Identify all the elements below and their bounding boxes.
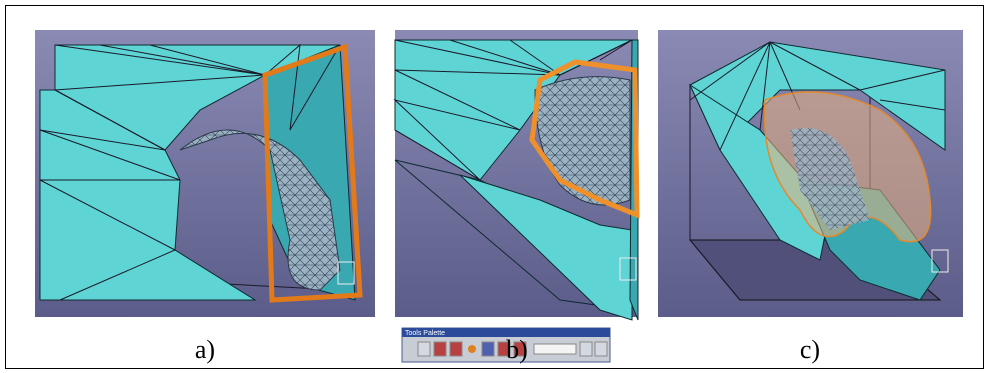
tool-button[interactable] (450, 342, 462, 356)
caption: a) (195, 335, 215, 364)
tool-input[interactable] (534, 344, 576, 354)
tool-button[interactable] (418, 342, 430, 356)
caption: c) (800, 335, 820, 364)
panel-a (35, 30, 375, 317)
tool-button[interactable] (580, 342, 592, 356)
panel-b: Tools Palette (395, 30, 638, 362)
tool-button[interactable] (595, 342, 607, 356)
tool-button[interactable] (468, 345, 476, 353)
tool-button[interactable] (434, 342, 446, 356)
tool-button[interactable] (482, 342, 494, 356)
palette-title: Tools Palette (405, 330, 445, 337)
figure: Tools Palette a) b) c) (0, 0, 989, 373)
caption: b) (506, 335, 528, 364)
panel-c (658, 30, 963, 317)
